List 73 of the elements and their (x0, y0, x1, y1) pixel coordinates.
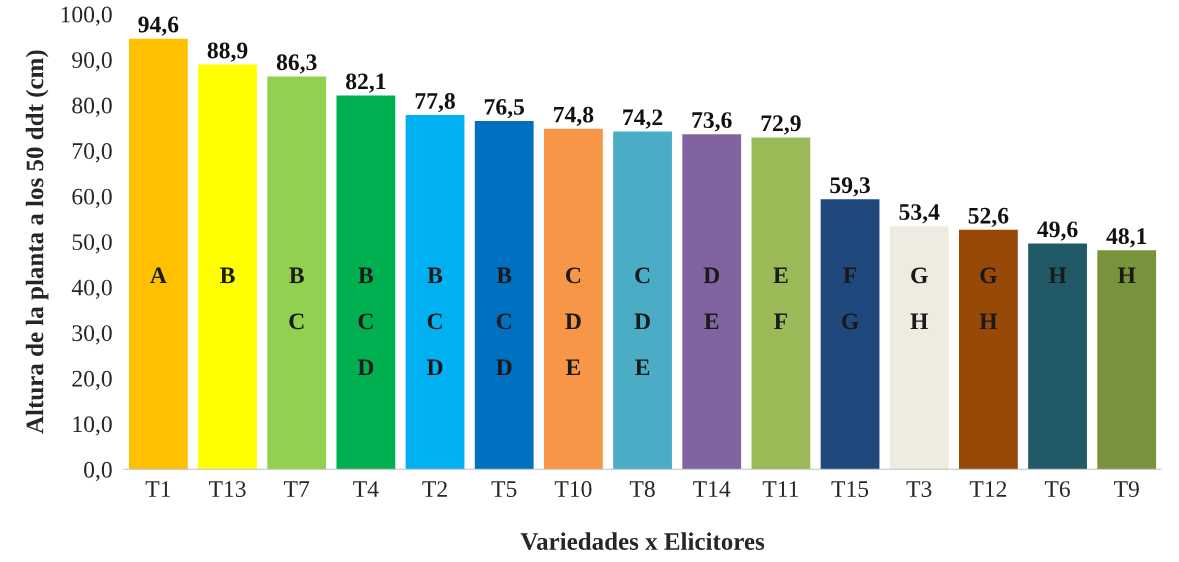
y-tick-label: 20,0 (72, 370, 112, 391)
bar (1097, 250, 1157, 470)
data-label: 72,9 (761, 115, 801, 135)
annotation: H (1117, 267, 1136, 284)
data-label: 48,1 (1106, 228, 1147, 248)
data-label: 59,3 (830, 177, 870, 197)
x-tick-label: T1 (145, 481, 171, 497)
bar (889, 226, 949, 470)
x-tick-label: T6 (1044, 481, 1070, 497)
text: G H (979, 267, 998, 330)
x-tick-label: T11 (762, 481, 799, 497)
x-tick-label: T12 (969, 481, 1007, 497)
bar (267, 76, 327, 470)
text: E F (773, 267, 788, 330)
bar (405, 115, 465, 470)
text: C D E (565, 267, 581, 376)
bar (128, 38, 188, 470)
data-label: 82,1 (346, 73, 386, 93)
x-axis-title: Variedades x Elicitores (520, 532, 765, 551)
y-tick-label: 10,0 (73, 416, 112, 436)
x-tick-label: T2 (422, 481, 447, 497)
data-label: 52,6 (968, 207, 1009, 228)
data-label: 86,3 (276, 54, 317, 74)
annotation: B (220, 267, 235, 284)
y-tick-label: 0,0 (84, 461, 112, 482)
y-tick-label: 60,0 (72, 188, 112, 208)
x-tick-label: T14 (693, 481, 731, 497)
data-label: 49,6 (1037, 221, 1078, 241)
bar (198, 64, 257, 470)
text: B C D (426, 267, 443, 376)
text: D E (703, 267, 720, 330)
x-tick-label: T9 (1114, 481, 1139, 497)
x-tick-label: T15 (831, 481, 869, 497)
data-label: 53,4 (899, 204, 940, 224)
x-tick-label: T4 (353, 481, 379, 497)
text: F G (842, 267, 859, 330)
y-tick-label: 30,0 (72, 325, 112, 345)
data-label: 88,9 (207, 42, 248, 62)
y-tick-label: 80,0 (72, 97, 112, 117)
data-label: 94,6 (138, 16, 179, 36)
bar (336, 95, 396, 470)
x-tick-label: T7 (284, 481, 310, 497)
annotation: H (1048, 267, 1067, 284)
bar (820, 199, 880, 470)
y-tick-label: 50,0 (72, 234, 112, 254)
data-label: 74,8 (554, 106, 594, 126)
text: B C D (357, 267, 374, 376)
data-label: 73,6 (692, 112, 732, 132)
bar (474, 121, 534, 470)
x-tick-label: T8 (629, 481, 655, 497)
data-label: 74,2 (623, 109, 663, 129)
annotation: A (150, 267, 167, 284)
y-tick-label: 90,0 (72, 52, 112, 72)
bar (613, 131, 672, 470)
text: G H (910, 267, 929, 330)
text: C D E (634, 267, 650, 376)
y-tick-label: 40,0 (71, 279, 112, 299)
x-tick-label: T13 (208, 481, 246, 497)
bar (682, 134, 742, 470)
y-tick-label: 100,0 (61, 6, 112, 26)
bar (1028, 243, 1087, 470)
bar (751, 137, 811, 470)
x-tick-label: T10 (554, 481, 592, 497)
text: B C D (496, 267, 512, 376)
y-axis-title: Altura de la planta a los 50 ddt (cm) (25, 50, 49, 434)
y-tick-label: 70,0 (72, 143, 112, 163)
x-tick-label: T3 (906, 481, 932, 497)
data-label: 77,8 (415, 92, 455, 113)
bar (543, 128, 603, 470)
text: B C (289, 267, 304, 330)
bar (959, 229, 1018, 470)
x-tick-label: T5 (491, 481, 517, 497)
data-label: 76,5 (484, 98, 525, 119)
